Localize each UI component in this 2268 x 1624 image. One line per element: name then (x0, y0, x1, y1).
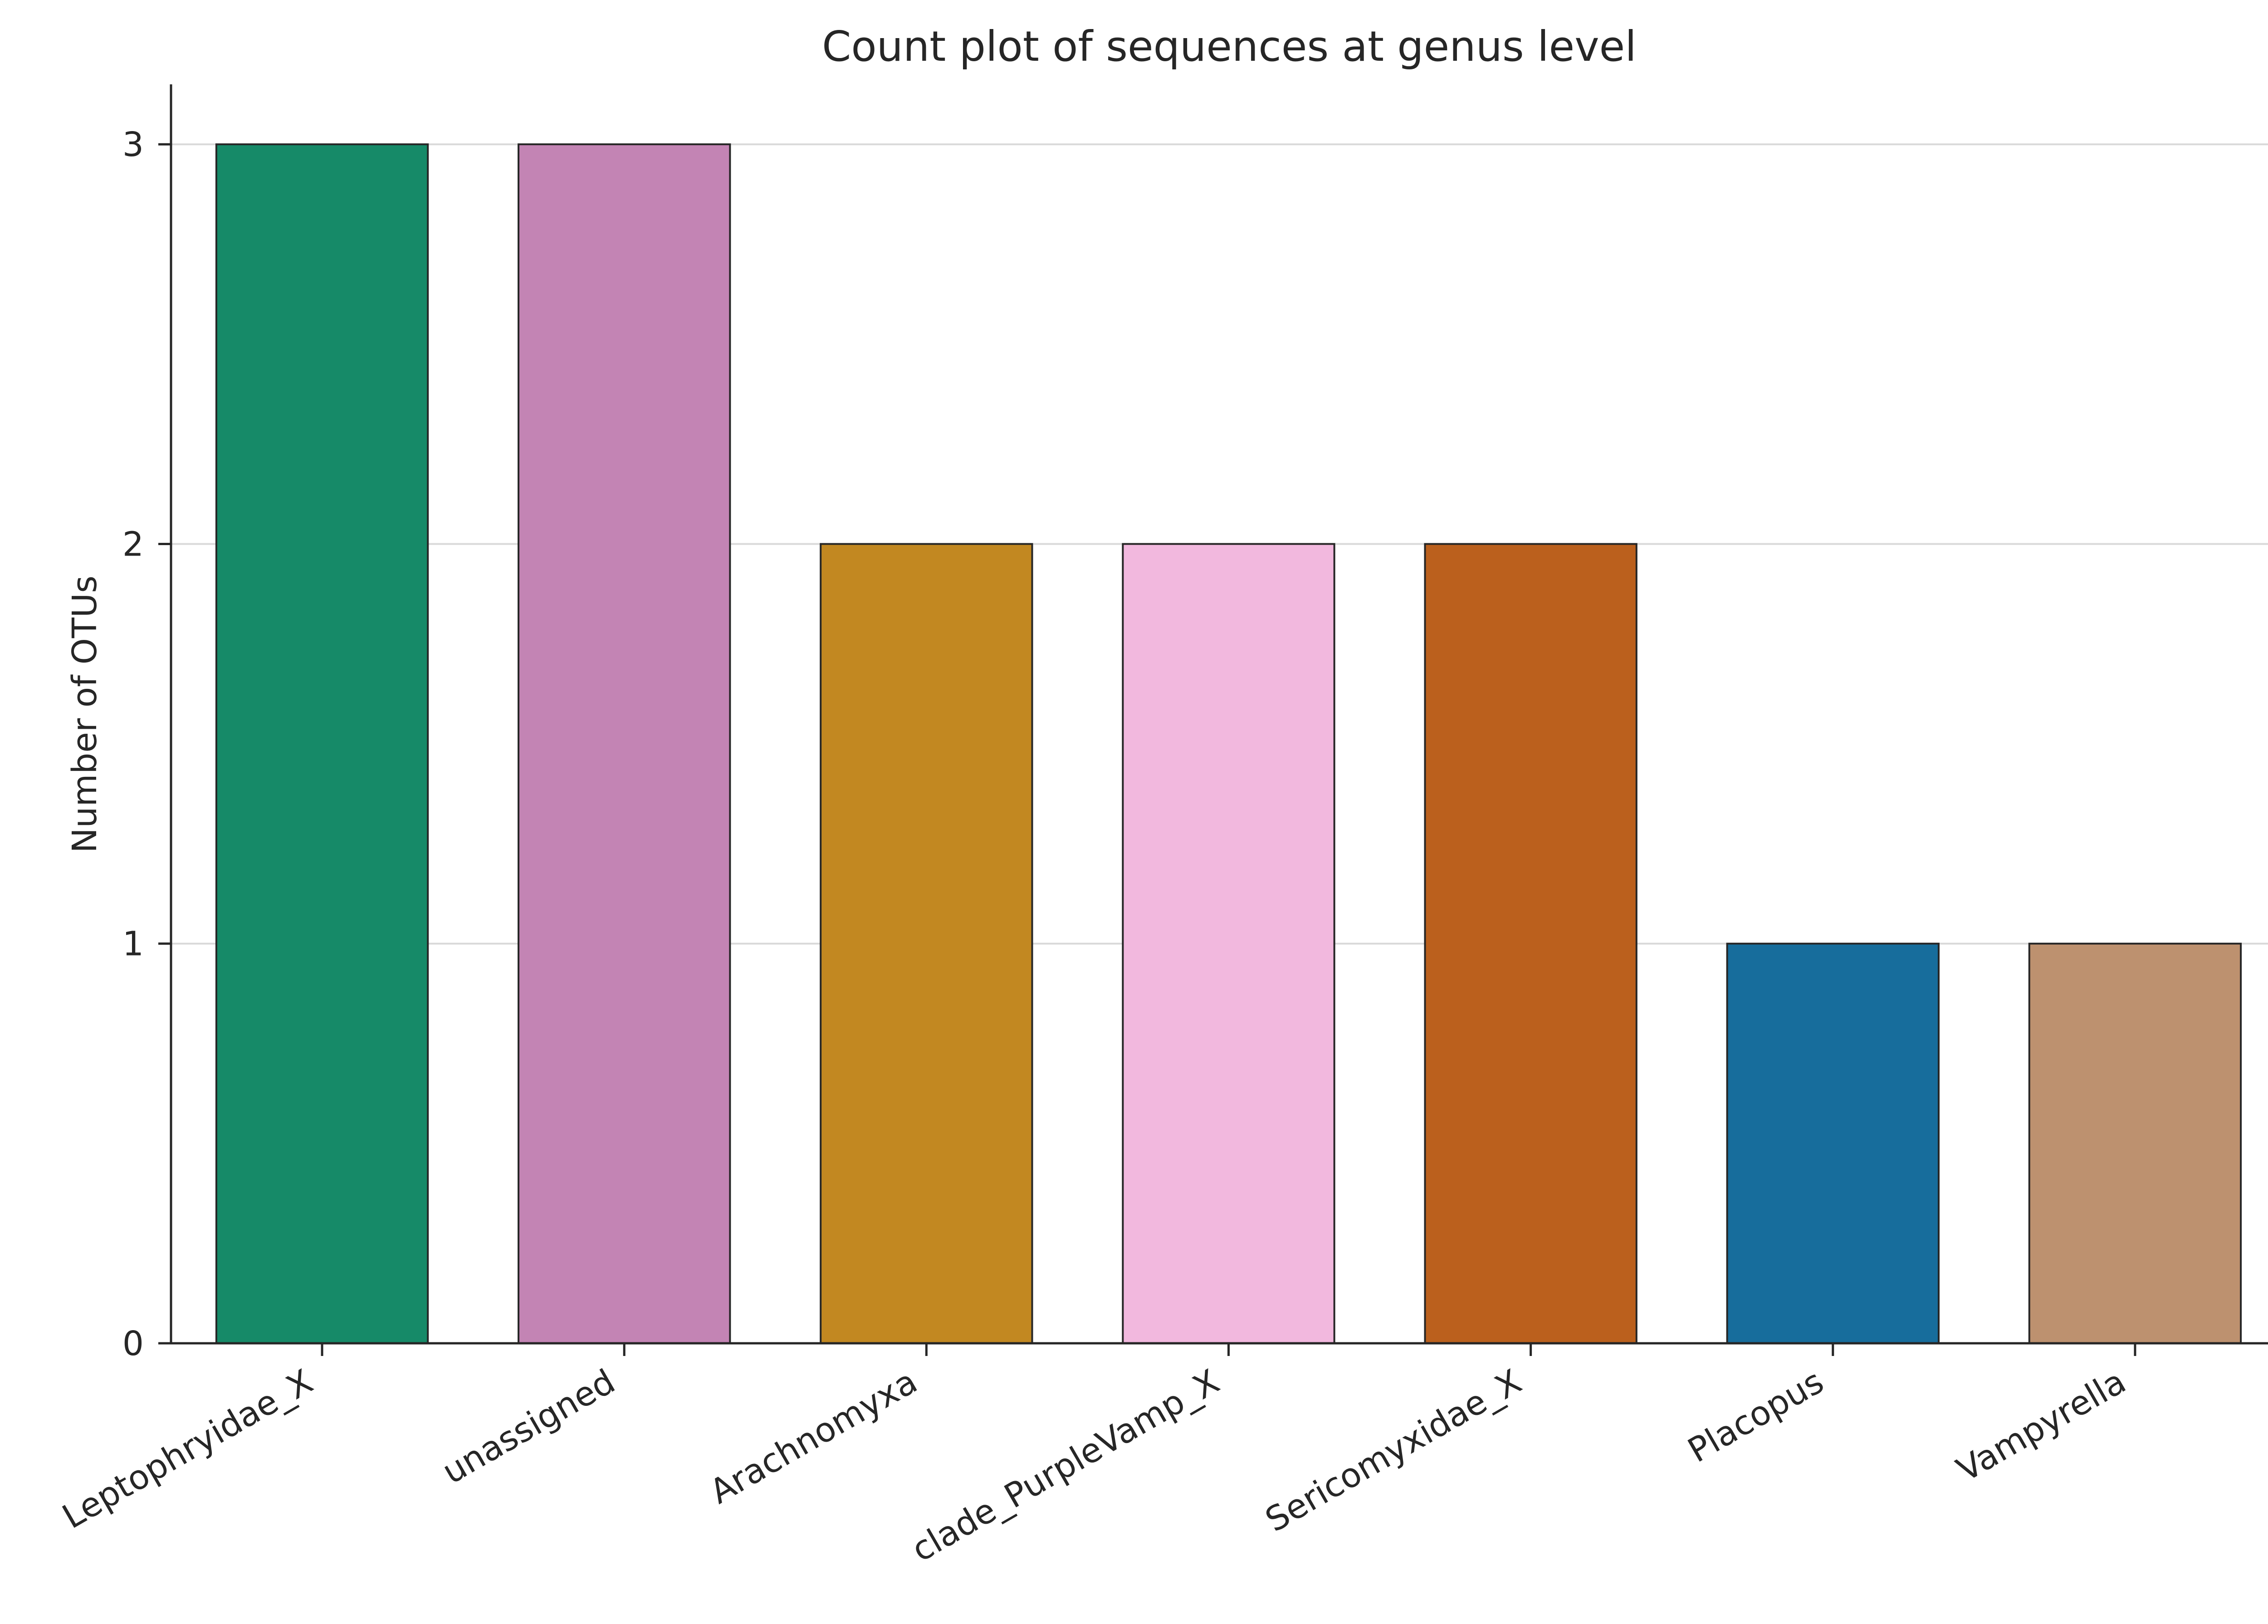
x-tick-label-0: Leptophryidae_X (56, 1362, 319, 1536)
bar-6 (2028, 942, 2242, 1345)
y-axis-label: Number of OTUs (65, 575, 104, 853)
y-tick-label-1: 1 (122, 925, 144, 964)
x-tick-label-3: clade_PurpleVamp_X (905, 1362, 1226, 1570)
y-tick-label-3: 3 (122, 125, 144, 164)
y-ticks: 0 1 2 3 (122, 125, 171, 1363)
bar-0 (215, 143, 429, 1345)
bar-1 (518, 143, 731, 1345)
x-ticks: Leptophryidae_X unassigned Arachnomyxaclad… (56, 1343, 2136, 1570)
chart-title: Count plot of sequences at genus level (822, 22, 1637, 71)
y-tick-label-2: 2 (122, 525, 144, 564)
bar-2 (820, 543, 1033, 1344)
x-tick-label-5: Placopus (1681, 1362, 1830, 1470)
bars (215, 143, 2242, 1345)
x-tick-label-6: Vampyrella (1950, 1362, 2132, 1489)
bar-5 (1726, 942, 1940, 1345)
bar-4 (1424, 543, 1637, 1344)
x-tick-label-1: unassigned (436, 1362, 621, 1492)
y-tick-label-0: 0 (122, 1324, 144, 1363)
x-tick-label-2: Arachnomyxa (704, 1362, 924, 1512)
x-tick-label-4: Sericomyxidae_X (1259, 1362, 1528, 1540)
bar-3 (1122, 543, 1335, 1344)
